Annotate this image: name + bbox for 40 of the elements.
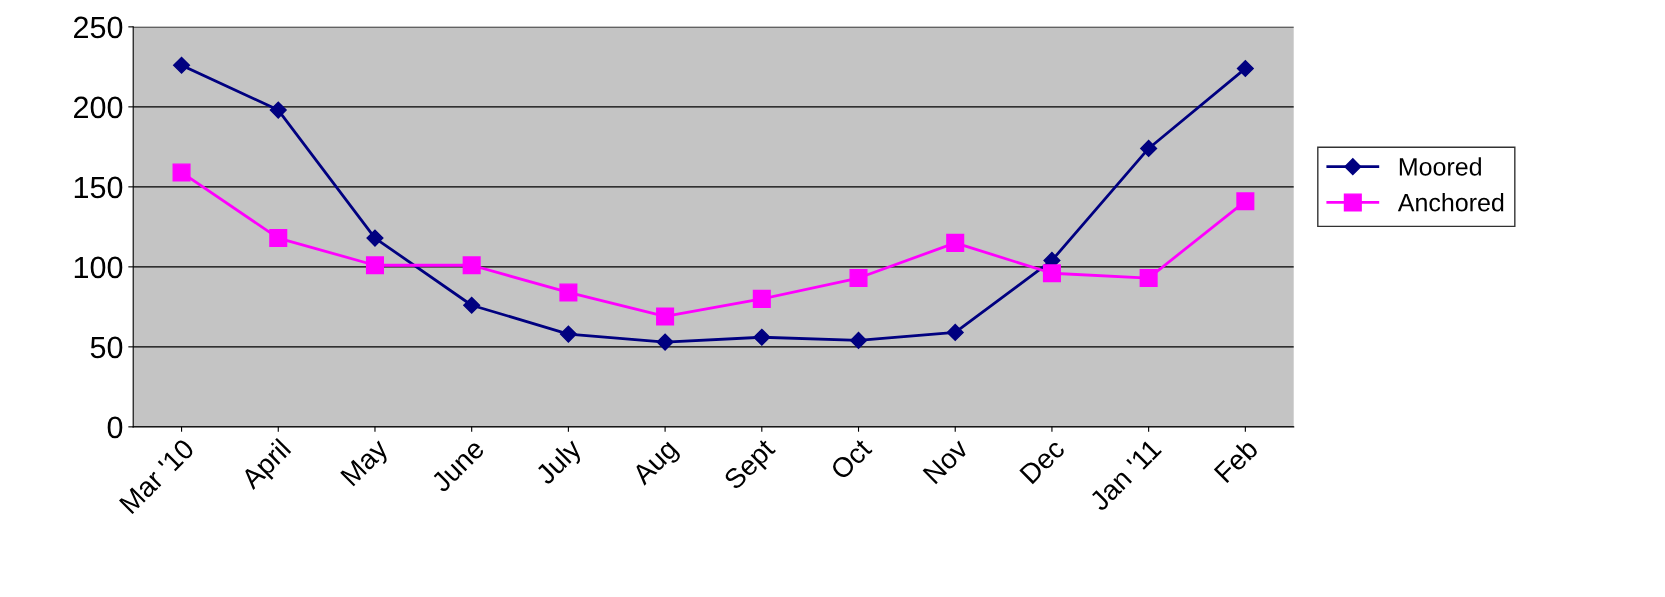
point [463,296,481,314]
legend-label: Moored [1399,157,1481,176]
y-tick-label: 150 [74,176,123,199]
x-tick-label: July [533,436,587,490]
point [172,163,191,182]
x-tick-label: May [340,437,394,491]
point [365,256,385,275]
point [1140,139,1158,158]
point [462,256,481,275]
x-tick-label: Feb [1213,437,1259,484]
point [1139,269,1158,288]
x-tick-label: Aug [630,438,683,490]
point [1236,192,1255,211]
x-tick-label: Oct [829,437,873,481]
legend-label: Anchored [1397,193,1504,212]
point [559,283,578,302]
point [269,101,287,119]
point [753,328,771,346]
y-tick-label: 50 [90,336,123,359]
point [1042,264,1061,283]
point [946,233,965,252]
x-tick-label: Jan '11 [1088,438,1163,512]
point [849,269,868,288]
y-tick-label: 100 [74,256,123,279]
point [752,289,771,308]
point [946,323,964,342]
point [849,331,868,350]
y-tick-label: 0 [107,416,123,439]
x-tick-label: Dec [1019,437,1066,485]
x-tick-label: Nov [922,437,970,485]
point [269,229,288,248]
point [173,56,191,74]
point [656,333,674,351]
point [366,229,384,247]
x-tick-label: Mar '10 [118,437,196,515]
y-tick-label: 250 [74,16,123,39]
point [1236,59,1254,78]
point [656,307,675,326]
point [559,325,577,343]
y-tick-label: 200 [74,96,123,119]
